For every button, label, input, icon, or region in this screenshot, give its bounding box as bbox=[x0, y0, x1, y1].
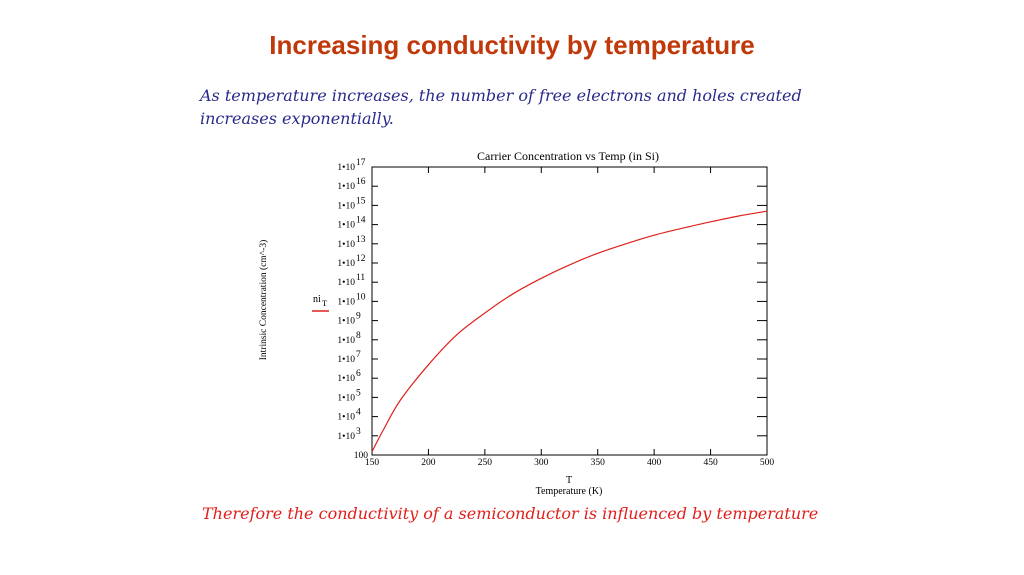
x-tick-label: 350 bbox=[591, 458, 606, 468]
y-tick-exponent: 7 bbox=[356, 350, 361, 360]
y-tick-exponent: 13 bbox=[356, 235, 366, 245]
y-tick-exponent: 3 bbox=[356, 427, 361, 437]
legend: ni T bbox=[312, 294, 329, 312]
conclusion-text: Therefore the conductivity of a semicond… bbox=[202, 504, 819, 523]
legend-label: ni bbox=[313, 294, 321, 305]
y-tick-label: 1•10 bbox=[337, 374, 355, 384]
y-tick-label: 1•10 bbox=[337, 182, 355, 192]
x-tick-label: 250 bbox=[478, 458, 493, 468]
series-layer bbox=[371, 210, 768, 452]
y-tick-label: 1•10 bbox=[337, 278, 355, 288]
y-tick-exponent: 17 bbox=[356, 158, 366, 168]
y-tick-exponent: 5 bbox=[356, 388, 361, 398]
y-tick-label: 1•10 bbox=[337, 297, 355, 307]
y-tick-exponent: 9 bbox=[356, 312, 361, 322]
y-tick-label: 1•10 bbox=[337, 259, 355, 269]
y-tick-label: 1•10 bbox=[337, 355, 355, 365]
y-tick-label: 1•10 bbox=[337, 393, 355, 403]
legend-label-sub: T bbox=[322, 298, 328, 308]
y-tick-label: 1•10 bbox=[337, 201, 355, 211]
y-tick-label: 100 bbox=[354, 451, 369, 461]
y-tick-exponent: 6 bbox=[356, 369, 361, 379]
chart-title: Carrier Concentration vs Temp (in Si) bbox=[477, 149, 659, 163]
slide-title: Increasing conductivity by temperature bbox=[269, 30, 755, 60]
x-tick-label: 450 bbox=[703, 458, 718, 468]
y-tick-label: 1•10 bbox=[337, 163, 355, 173]
y-tick-exponent: 10 bbox=[356, 292, 366, 302]
x-tick-label: 400 bbox=[647, 458, 662, 468]
series-line bbox=[371, 210, 768, 452]
intro-text: As temperature increases, the number of … bbox=[200, 86, 802, 128]
x-axis-ticks: 150 200 250 300 350 400 450 500 bbox=[365, 167, 775, 468]
y-tick-label: 1•10 bbox=[337, 336, 355, 346]
x-tick-label: 500 bbox=[760, 458, 775, 468]
y-tick-label: 1•10 bbox=[337, 240, 355, 250]
y-tick-exponent: 15 bbox=[356, 196, 366, 206]
y-tick-exponent: 4 bbox=[356, 408, 361, 418]
y-tick-exponent: 12 bbox=[356, 254, 366, 264]
y-tick-exponent: 11 bbox=[356, 273, 365, 283]
x-axis-label: T bbox=[566, 475, 572, 486]
x-tick-label: 300 bbox=[534, 458, 549, 468]
y-tick-label: 1•10 bbox=[337, 221, 355, 231]
y-tick-exponent: 8 bbox=[356, 331, 361, 341]
y-tick-label: 1•10 bbox=[337, 432, 355, 442]
x-tick-label: 150 bbox=[365, 458, 380, 468]
plot-frame bbox=[371, 166, 768, 456]
y-axis-label: Intrinsic Concentration (cm^-3) bbox=[258, 240, 269, 361]
y-tick-label: 1•10 bbox=[337, 413, 355, 423]
x-tick-label: 200 bbox=[421, 458, 436, 468]
y-tick-exponent: 14 bbox=[356, 216, 366, 226]
x-axis-sublabel: Temperature (K) bbox=[536, 486, 603, 497]
y-tick-exponent: 16 bbox=[356, 177, 366, 187]
y-tick-label: 1•10 bbox=[337, 317, 355, 327]
